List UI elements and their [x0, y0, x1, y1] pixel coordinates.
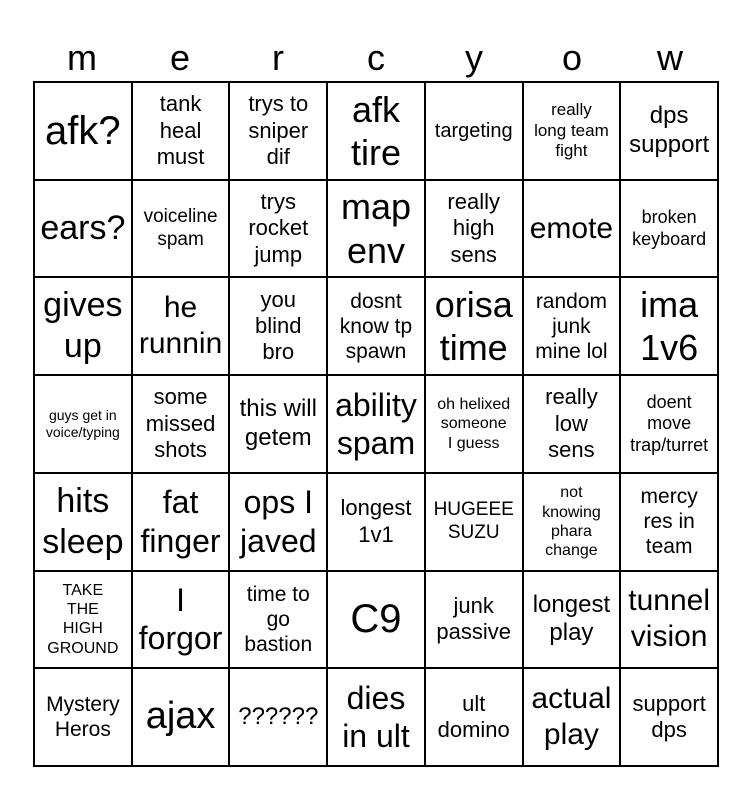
- bingo-cell[interactable]: you blind bro: [229, 277, 328, 376]
- bingo-cell[interactable]: not knowing phara change: [522, 472, 621, 571]
- bingo-cell[interactable]: Mystery Heros: [34, 668, 132, 766]
- bingo-cell[interactable]: TAKE THE HIGH GROUND: [34, 570, 132, 669]
- bingo-cell[interactable]: really low sens: [522, 375, 621, 473]
- bingo-cell[interactable]: trys rocket jump: [229, 179, 328, 278]
- bingo-cell[interactable]: oh helixed someone I guess: [424, 375, 523, 473]
- header-letter: c: [367, 37, 385, 78]
- bingo-cell[interactable]: broken keyboard: [620, 179, 718, 278]
- bingo-cell[interactable]: ima 1v6: [620, 277, 718, 376]
- bingo-cell[interactable]: ears?: [34, 179, 132, 278]
- bingo-cell[interactable]: ops I javed: [229, 472, 328, 571]
- bingo-cell[interactable]: trys to sniper dif: [229, 82, 328, 180]
- bingo-cell[interactable]: afk tire: [327, 82, 425, 180]
- bingo-cell[interactable]: ajax: [131, 668, 230, 766]
- bingo-cell[interactable]: actual play: [522, 668, 621, 766]
- bingo-cell[interactable]: ult domino: [424, 668, 523, 766]
- header-letter: r: [272, 37, 284, 78]
- bingo-cell[interactable]: voiceline spam: [131, 179, 230, 278]
- bingo-cell[interactable]: C9: [327, 570, 425, 669]
- bingo-cell[interactable]: junk passive: [424, 570, 523, 669]
- bingo-cell[interactable]: gives up: [34, 277, 132, 376]
- bingo-cell[interactable]: hits sleep: [34, 472, 132, 571]
- header-letter: m: [67, 37, 97, 78]
- bingo-cell[interactable]: map env: [327, 179, 425, 278]
- bingo-cell[interactable]: guys get in voice/typing: [34, 375, 132, 473]
- bingo-cell[interactable]: ??????: [229, 668, 328, 766]
- bingo-cell[interactable]: longest 1v1: [327, 472, 425, 571]
- bingo-cell[interactable]: some missed shots: [131, 375, 230, 473]
- bingo-cell[interactable]: dosnt know tp spawn: [327, 277, 425, 376]
- header-letter: y: [465, 37, 483, 78]
- bingo-cell[interactable]: dps support: [620, 82, 718, 180]
- bingo-cell[interactable]: doent move trap/turret: [620, 375, 718, 473]
- bingo-cell[interactable]: mercy res in team: [620, 472, 718, 571]
- bingo-cell[interactable]: emote: [522, 179, 621, 278]
- bingo-cell[interactable]: random junk mine lol: [522, 277, 621, 376]
- bingo-cell[interactable]: this will getem: [229, 375, 328, 473]
- header-letter: w: [657, 37, 683, 78]
- bingo-cell[interactable]: fat finger: [131, 472, 230, 571]
- bingo-cell[interactable]: targeting: [424, 82, 523, 180]
- bingo-cell[interactable]: dies in ult: [327, 668, 425, 766]
- bingo-cell[interactable]: time to go bastion: [229, 570, 328, 669]
- bingo-grid: afk? tank heal must trys to sniper dif afk …: [33, 81, 719, 767]
- header-letter: e: [169, 37, 191, 78]
- bingo-cell[interactable]: tunnel vision: [620, 570, 718, 669]
- bingo-cell[interactable]: longest play: [522, 570, 621, 669]
- bingo-cell[interactable]: orisa time: [424, 277, 523, 376]
- bingo-cell[interactable]: he runnin: [131, 277, 230, 376]
- bingo-cell[interactable]: afk?: [34, 82, 132, 180]
- bingo-cell[interactable]: support dps: [620, 668, 718, 766]
- bingo-cell[interactable]: tank heal must: [131, 82, 230, 180]
- bingo-cell[interactable]: HUGEEE SUZU: [424, 472, 523, 571]
- header-letter: o: [561, 37, 583, 78]
- bingo-cell[interactable]: really long team fight: [522, 82, 621, 180]
- bingo-cell[interactable]: I forgor: [131, 570, 230, 669]
- bingo-cell[interactable]: really high sens: [424, 179, 523, 278]
- bingo-cell[interactable]: ability spam: [327, 375, 425, 473]
